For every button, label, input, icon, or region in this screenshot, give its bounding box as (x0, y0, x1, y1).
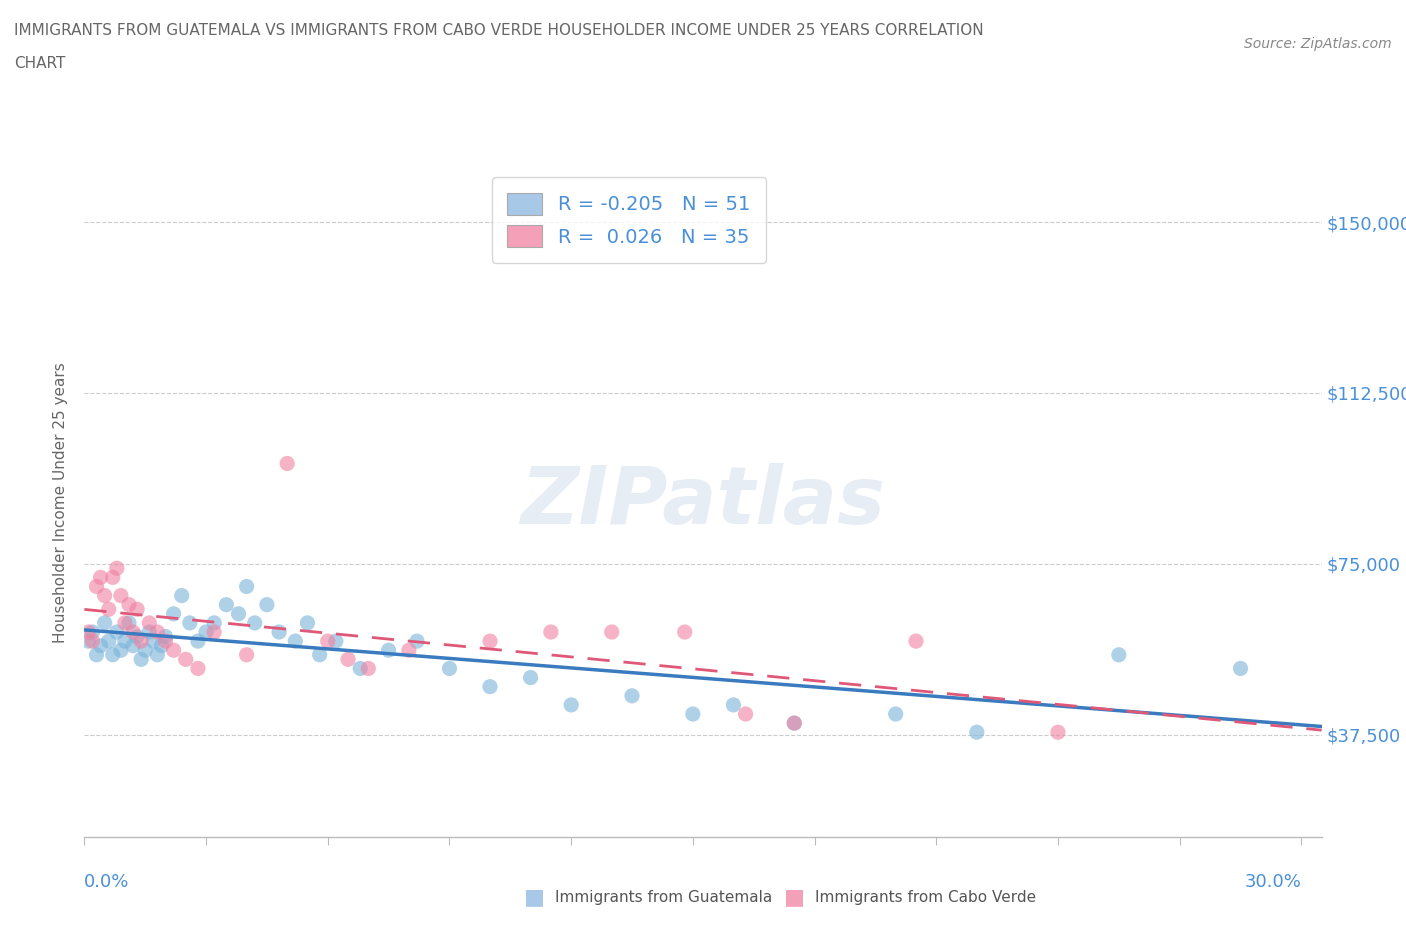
Point (673, 625, 696, 640)
Point (734, 707, 756, 722)
Point (101, 570, 124, 585)
Point (129, 652, 152, 667)
Point (118, 597, 141, 612)
Text: Source: ZipAtlas.com: Source: ZipAtlas.com (1244, 37, 1392, 51)
Point (187, 661, 209, 676)
Point (256, 597, 278, 612)
Point (519, 671, 541, 685)
Point (439, 661, 461, 676)
Point (82, 633, 104, 648)
Point (146, 647, 169, 662)
Point (540, 625, 562, 640)
Point (966, 724, 988, 739)
Point (93, 616, 115, 631)
Point (179, 616, 201, 631)
Point (118, 616, 141, 631)
Point (479, 633, 502, 648)
Point (82, 625, 104, 640)
Point (174, 652, 197, 667)
Text: 0.0%: 0.0% (84, 873, 129, 892)
Legend: R = -0.205   N = 51, R =  0.026   N = 35: R = -0.205 N = 51, R = 0.026 N = 35 (492, 177, 766, 263)
Point (150, 638, 173, 653)
Point (97, 633, 120, 648)
Point (297, 616, 319, 631)
Point (783, 716, 806, 731)
Point (377, 643, 399, 658)
Point (162, 643, 184, 658)
Point (142, 633, 165, 648)
Point (90, 570, 112, 585)
Point (337, 652, 360, 667)
Point (105, 625, 128, 640)
Text: ZIPatlas: ZIPatlas (520, 463, 886, 541)
Point (316, 633, 339, 648)
Point (122, 638, 145, 653)
Point (243, 616, 266, 631)
Text: 30.0%: 30.0% (1244, 873, 1302, 892)
Point (155, 629, 177, 644)
Point (77, 633, 100, 648)
Point (134, 643, 156, 658)
Point (86, 579, 108, 594)
Text: CHART: CHART (14, 56, 66, 71)
Point (349, 661, 371, 676)
Point (560, 698, 582, 712)
Point (682, 707, 704, 722)
Point (600, 625, 623, 640)
Point (127, 629, 149, 644)
Point (235, 579, 257, 594)
Text: Immigrants from Guatemala: Immigrants from Guatemala (555, 890, 773, 905)
Text: ■: ■ (524, 887, 544, 908)
Point (723, 698, 745, 712)
Point (110, 643, 132, 658)
Point (284, 633, 307, 648)
Text: IMMIGRANTS FROM GUATEMALA VS IMMIGRANTS FROM CABO VERDE HOUSEHOLDER INCOME UNDER: IMMIGRANTS FROM GUATEMALA VS IMMIGRANTS … (14, 23, 984, 38)
Point (170, 588, 193, 603)
Point (146, 625, 169, 640)
Text: ■: ■ (785, 887, 804, 908)
Point (187, 633, 209, 648)
Point (267, 625, 290, 640)
Point (308, 647, 330, 662)
Point (86, 647, 108, 662)
Y-axis label: Householder Income Under 25 years: Householder Income Under 25 years (53, 362, 69, 643)
Point (101, 647, 124, 662)
Point (904, 633, 927, 648)
Point (1108, 647, 1130, 662)
Point (127, 602, 149, 617)
Point (122, 625, 145, 640)
Point (621, 688, 644, 703)
Point (479, 679, 502, 694)
Point (97, 602, 120, 617)
Point (357, 661, 380, 676)
Point (406, 633, 429, 648)
Point (155, 633, 177, 648)
Point (276, 456, 298, 471)
Point (77, 625, 100, 640)
Point (138, 616, 160, 631)
Point (110, 588, 132, 603)
Point (105, 561, 128, 576)
Point (884, 707, 907, 722)
Point (195, 625, 218, 640)
Point (129, 633, 152, 648)
Point (138, 625, 160, 640)
Point (1229, 661, 1251, 676)
Point (228, 606, 250, 621)
Point (114, 616, 136, 631)
Point (398, 643, 420, 658)
Point (93, 588, 115, 603)
Text: Immigrants from Cabo Verde: Immigrants from Cabo Verde (815, 890, 1036, 905)
Point (325, 633, 347, 648)
Point (202, 616, 225, 631)
Point (202, 625, 225, 640)
Point (114, 633, 136, 648)
Point (1046, 724, 1069, 739)
Point (162, 606, 184, 621)
Point (215, 597, 238, 612)
Point (235, 647, 257, 662)
Point (783, 716, 806, 731)
Point (90, 638, 112, 653)
